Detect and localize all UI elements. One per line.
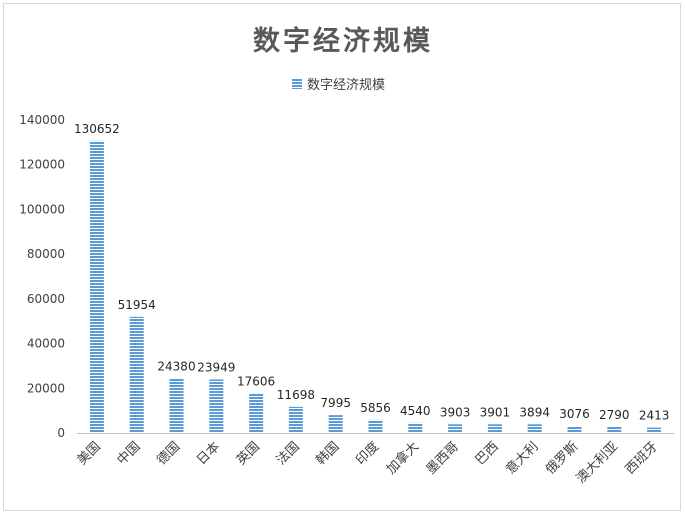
x-tick-label: 西班牙 — [623, 439, 661, 477]
bar — [209, 379, 224, 433]
x-tick-label: 中国 — [115, 439, 144, 468]
data-label: 5856 — [360, 401, 391, 415]
data-label: 130652 — [74, 122, 120, 136]
x-tick-label: 美国 — [75, 439, 104, 468]
y-axis: 0 20000 40000 60000 80000 100000 120000 140000 — [19, 113, 65, 440]
data-label: 3903 — [440, 405, 471, 419]
x-tick-label: 日本 — [194, 439, 223, 468]
x-tick-label: 意大利 — [503, 439, 542, 478]
y-tick-label: 20000 — [27, 381, 65, 395]
x-tick-label: 加拿大 — [383, 439, 422, 478]
y-tick-label: 60000 — [27, 292, 65, 306]
y-tick-label: 120000 — [19, 158, 65, 172]
bar — [129, 316, 144, 433]
x-tick-label: 法国 — [274, 439, 303, 468]
bars — [89, 140, 662, 433]
legend: 数字经济规模 — [292, 78, 385, 93]
x-tick-label: 德国 — [154, 439, 183, 468]
bar — [607, 426, 622, 433]
data-label: 51954 — [118, 298, 156, 312]
x-tick-label: 俄罗斯 — [543, 439, 581, 477]
y-tick-label: 140000 — [19, 113, 65, 127]
data-label: 24380 — [157, 359, 195, 373]
bar — [448, 424, 463, 433]
data-label: 11698 — [277, 388, 315, 402]
chart-svg: 数字经济规模 数字经济规模 0 20000 40000 60000 80000 10000… — [19, 25, 674, 487]
x-tick-label: 墨西哥 — [424, 439, 462, 477]
bar — [647, 427, 662, 433]
bar — [288, 406, 303, 433]
data-label: 23949 — [197, 360, 235, 374]
bar — [487, 424, 502, 433]
bar — [408, 422, 423, 433]
x-tick-label: 英国 — [234, 439, 263, 468]
x-tick-label: 巴西 — [473, 439, 502, 468]
legend-swatch — [292, 79, 302, 89]
chart-title: 数字经济规模 — [253, 25, 433, 57]
bar — [368, 419, 383, 433]
data-label: 7995 — [320, 396, 351, 410]
y-tick-label: 40000 — [27, 337, 65, 351]
bar — [567, 426, 582, 433]
bar — [89, 140, 104, 433]
legend-label: 数字经济规模 — [307, 78, 385, 93]
bar — [249, 393, 264, 433]
y-tick-label: 80000 — [27, 247, 65, 261]
bar — [328, 415, 343, 433]
x-tick-label: 印度 — [353, 439, 383, 469]
bar — [527, 424, 542, 433]
y-tick-label: 100000 — [19, 202, 65, 216]
data-label: 3901 — [480, 405, 511, 419]
data-label: 2790 — [599, 408, 630, 422]
data-label: 4540 — [400, 404, 431, 418]
x-tick-label: 澳大利亚 — [573, 439, 621, 487]
data-label: 2413 — [639, 409, 670, 423]
bar — [169, 378, 184, 433]
data-label: 3076 — [559, 407, 590, 421]
chart-frame: 数字经济规模 数字经济规模 0 20000 40000 60000 80000 10000… — [3, 3, 681, 511]
data-label: 17606 — [237, 375, 275, 389]
y-tick-label: 0 — [57, 426, 65, 440]
data-label: 3894 — [519, 405, 550, 419]
x-tick-label: 韩国 — [314, 439, 343, 468]
